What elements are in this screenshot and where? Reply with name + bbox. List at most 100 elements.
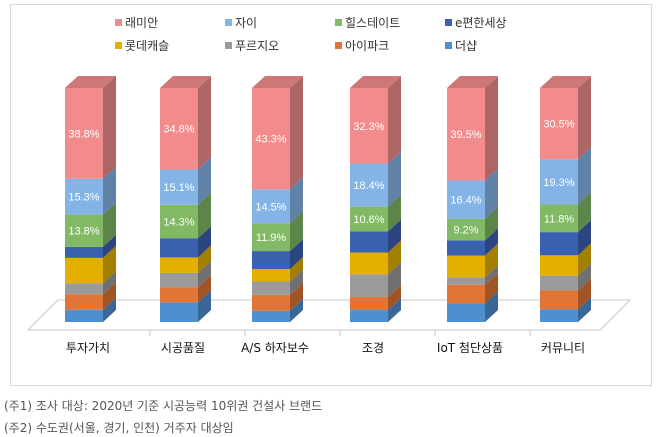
bar-segment xyxy=(540,204,578,233)
data-label: 32.3% xyxy=(353,121,384,133)
legend-item: 힐스테이트 xyxy=(335,14,445,31)
bar-segment xyxy=(252,310,290,322)
bar-segment xyxy=(160,287,198,303)
bar-segment xyxy=(350,231,388,253)
bar-segment-side xyxy=(290,211,303,252)
bar-segment xyxy=(160,238,198,258)
data-label: 15.3% xyxy=(68,192,99,204)
bar-segment-side xyxy=(388,284,401,311)
bar-segment-side xyxy=(103,282,116,310)
bar-segment xyxy=(540,232,578,256)
bar-segment xyxy=(447,88,485,181)
bar-segment-side xyxy=(578,220,591,256)
bar-segment xyxy=(65,246,103,258)
bar-segment xyxy=(160,88,198,170)
data-label: 39.5% xyxy=(450,129,481,141)
x-tick-label: 투자가치 xyxy=(66,341,110,355)
data-label: 16.4% xyxy=(450,195,481,207)
bar-segment-side xyxy=(198,157,211,205)
legend-label: 푸르지오 xyxy=(235,39,280,53)
bar-segment xyxy=(540,309,578,322)
x-tick-label: IoT 첨단상품 xyxy=(437,341,503,355)
footnote-1: (주1) 조사 대상: 2020년 기준 시공능력 10위권 건설사 브랜드 xyxy=(4,399,323,413)
bar-segment-side xyxy=(388,76,401,164)
x-tick-label: A/S 하자보수 xyxy=(241,341,309,355)
legend-item: 더샵 xyxy=(445,37,555,54)
bar-segment xyxy=(350,296,388,311)
bar-segment-side xyxy=(290,239,303,270)
data-label: 38.8% xyxy=(68,128,99,140)
bar-segment-side xyxy=(485,168,498,219)
bar-segment-side xyxy=(578,192,591,233)
bar-segment xyxy=(447,240,485,256)
data-label: 19.3% xyxy=(543,177,574,189)
bar-segment-side xyxy=(103,166,116,215)
legend-item: 롯데캐슬 xyxy=(115,37,225,54)
bar-segment xyxy=(350,88,388,164)
bar-segment-side xyxy=(485,265,498,285)
legend-label: 자이 xyxy=(235,16,258,30)
bar-segment-side xyxy=(578,243,591,276)
data-label: 14.3% xyxy=(163,216,194,228)
bar-segment-side xyxy=(578,76,591,160)
bar-segment-side xyxy=(103,202,116,247)
bar-segment-top xyxy=(350,76,401,88)
bar-segment-side xyxy=(388,151,401,207)
bar-segment-side xyxy=(388,219,401,253)
bar-segment-side xyxy=(485,76,498,181)
bar-segment-side xyxy=(485,272,498,304)
bar-segment xyxy=(160,272,198,288)
bar-segment xyxy=(540,290,578,310)
bar-segment xyxy=(252,189,290,224)
bar-segment-side xyxy=(290,298,303,322)
bar-segment-side xyxy=(198,76,211,170)
bar-segment xyxy=(350,163,388,207)
legend-label: e편한세상 xyxy=(455,16,507,30)
bar-segment-side xyxy=(103,234,116,258)
bar-segment-side xyxy=(103,245,116,284)
legend-item: e편한세상 xyxy=(445,14,555,31)
x-tick-label: 조경 xyxy=(362,341,384,355)
bar-segment-side xyxy=(290,257,303,282)
data-label: 18.4% xyxy=(353,180,384,192)
legend-swatch xyxy=(335,42,342,49)
bar-segment xyxy=(65,294,103,310)
bar-segment xyxy=(540,275,578,291)
data-label: 30.5% xyxy=(543,119,574,131)
bar-segment xyxy=(350,206,388,232)
bar-segment xyxy=(447,284,485,304)
bar-segment-side xyxy=(388,240,401,275)
legend-swatch xyxy=(115,42,122,49)
bar-segment xyxy=(65,283,103,295)
bar-segment-side xyxy=(485,228,498,256)
bar-segment-top xyxy=(252,76,303,88)
bar-segment-side xyxy=(388,262,401,297)
bar-segment-side xyxy=(388,194,401,232)
bar-segment xyxy=(252,88,290,190)
bar-segment-side xyxy=(578,297,591,322)
legend-label: 롯데캐슬 xyxy=(125,39,170,53)
legend-label: 아이파크 xyxy=(345,39,390,53)
bar-segment-side xyxy=(388,298,401,322)
legend-swatch xyxy=(115,19,122,26)
data-label: 34.8% xyxy=(163,124,194,136)
bar-segment-side xyxy=(198,290,211,322)
bar-segment xyxy=(252,251,290,270)
bar-segment xyxy=(160,204,198,239)
legend-swatch xyxy=(225,42,232,49)
bar-segment xyxy=(447,180,485,219)
bar-segment xyxy=(160,169,198,205)
bar-segment-side xyxy=(198,275,211,303)
bar-segment-side xyxy=(485,206,498,241)
legend-swatch xyxy=(335,19,342,26)
bar-segment-side xyxy=(103,271,116,295)
legend-item: 자이 xyxy=(225,14,335,31)
bar-segment xyxy=(65,178,103,215)
data-label: 11.9% xyxy=(256,232,287,244)
data-label: 9.2% xyxy=(453,225,478,237)
legend-item: 아이파크 xyxy=(335,37,445,54)
data-label: 10.6% xyxy=(353,214,384,226)
bar-segment xyxy=(252,294,290,311)
